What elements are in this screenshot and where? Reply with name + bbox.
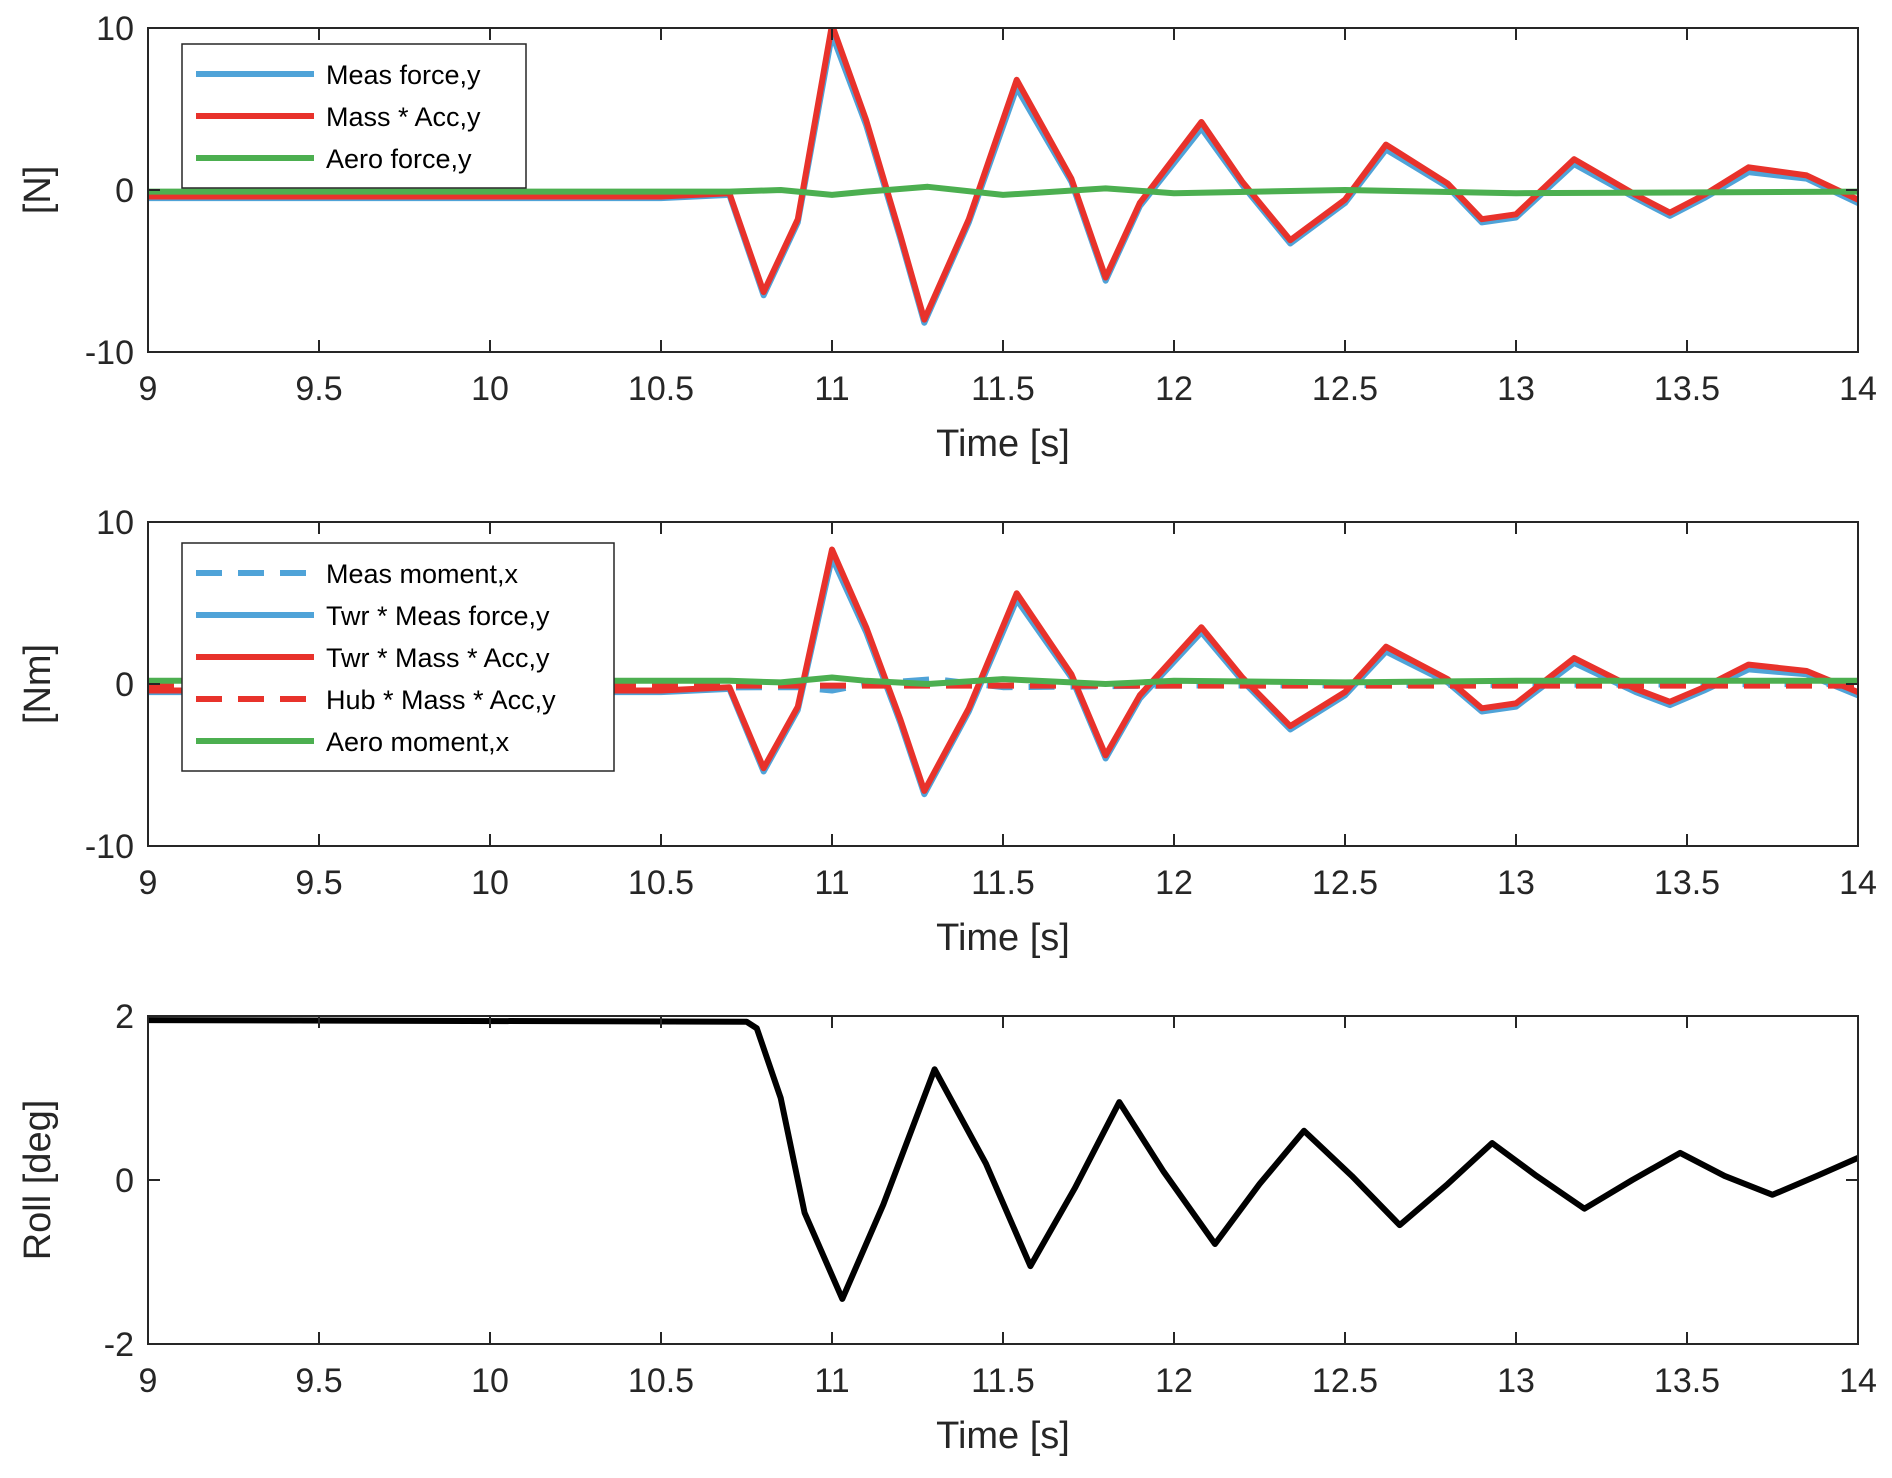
y-tick-label: 10 [96, 10, 134, 48]
legend-label-4: Hub * Mass * Acc,y [326, 685, 556, 715]
x-tick-label: 11 [814, 864, 849, 902]
x-tick-label: 11.5 [971, 864, 1035, 902]
x-tick-label: 13.5 [1654, 1362, 1720, 1400]
series-line-3 [148, 183, 1858, 198]
x-tick-label: 11.5 [971, 1362, 1035, 1400]
x-tick-label: 13 [1497, 864, 1535, 902]
x-tick-label: 11 [814, 370, 849, 408]
legend-label-3: Twr * Mass * Acc,y [326, 643, 550, 673]
x-tick-label: 13 [1497, 1362, 1535, 1400]
x-tick-label: 12 [1155, 370, 1193, 408]
series-group [148, 1017, 1858, 1302]
series-group [148, 28, 1858, 326]
x-tick-label: 14 [1839, 1362, 1877, 1400]
x-tick-label: 9.5 [295, 864, 342, 902]
x-tick-label: 12 [1155, 864, 1193, 902]
chart-panel-3: 9 9.5 10 10.5 11 11.5 12 12.5 13 13.5 14 -2 0 2 Time [… [17, 998, 1877, 1457]
x-tick-label: 13.5 [1654, 864, 1720, 902]
series-line-1 [148, 1017, 1858, 1302]
y-axis-label: [N] [17, 166, 59, 215]
x-tick-label: 10 [471, 864, 509, 902]
legend-label-2: Mass * Acc,y [326, 102, 481, 132]
x-tick-label: 12.5 [1312, 864, 1378, 902]
legend-label-1: Meas force,y [326, 60, 481, 90]
x-tick-label: 14 [1839, 864, 1877, 902]
x-tick-label: 10 [471, 370, 509, 408]
chart-panel-2: 9 9.5 10 10.5 11 11.5 12 12.5 13 13.5 14 -10 0 10 Time… [17, 504, 1877, 959]
x-tick-label: 13 [1497, 370, 1535, 408]
x-tick-label: 9.5 [295, 1362, 342, 1400]
x-tick-label: 11.5 [971, 370, 1035, 408]
legend-label-3: Aero force,y [326, 144, 472, 174]
y-tick-label: -10 [85, 828, 134, 866]
series-line-3 [148, 546, 1858, 794]
x-tick-label: 12.5 [1312, 370, 1378, 408]
x-axis-label: Time [s] [936, 1415, 1070, 1457]
y-tick-label: 0 [115, 172, 134, 210]
x-tick-label: 14 [1839, 370, 1877, 408]
legend-box [181, 43, 527, 189]
legend-label-1: Meas moment,x [326, 559, 519, 589]
legend: Meas force,y Mass * Acc,y Aero force,y [181, 43, 527, 189]
x-tick-label: 9 [139, 864, 158, 902]
y-tick-label: 2 [115, 998, 134, 1036]
plot-area [148, 1016, 1858, 1344]
y-axis-label: Roll [deg] [17, 1100, 59, 1261]
y-tick-label: -2 [104, 1326, 134, 1364]
x-tick-label: 10 [471, 1362, 509, 1400]
x-tick-label: 10.5 [628, 1362, 694, 1400]
series-line-2 [148, 28, 1858, 323]
x-tick-label: 12.5 [1312, 1362, 1378, 1400]
y-tick-label: 10 [96, 504, 134, 542]
x-axis-label: Time [s] [936, 423, 1070, 465]
x-axis-label: Time [s] [936, 917, 1070, 959]
x-tick-label: 12 [1155, 1362, 1193, 1400]
chart-panel-1: 9 9.5 10 10.5 11 11.5 12 12.5 13 13.5 14 -10 0 10 Time… [17, 10, 1877, 465]
y-axis-label: [Nm] [17, 644, 59, 724]
x-tick-label: 13.5 [1654, 370, 1720, 408]
x-tick-label: 9.5 [295, 370, 342, 408]
x-tick-label: 10.5 [628, 370, 694, 408]
y-tick-label: 0 [115, 1162, 134, 1200]
x-tick-label: 10.5 [628, 864, 694, 902]
x-tick-label: 11 [814, 1362, 849, 1400]
series-group [148, 546, 1858, 798]
x-tick-label: 9 [139, 1362, 158, 1400]
legend-label-2: Twr * Meas force,y [326, 601, 550, 631]
series-line-5 [148, 674, 1858, 687]
legend-label-5: Aero moment,x [326, 727, 510, 757]
x-tick-label: 9 [139, 370, 158, 408]
y-tick-label: 0 [115, 666, 134, 704]
legend: Meas moment,x Twr * Meas force,y Twr * Mas… [181, 542, 615, 772]
y-tick-label: -10 [85, 334, 134, 372]
